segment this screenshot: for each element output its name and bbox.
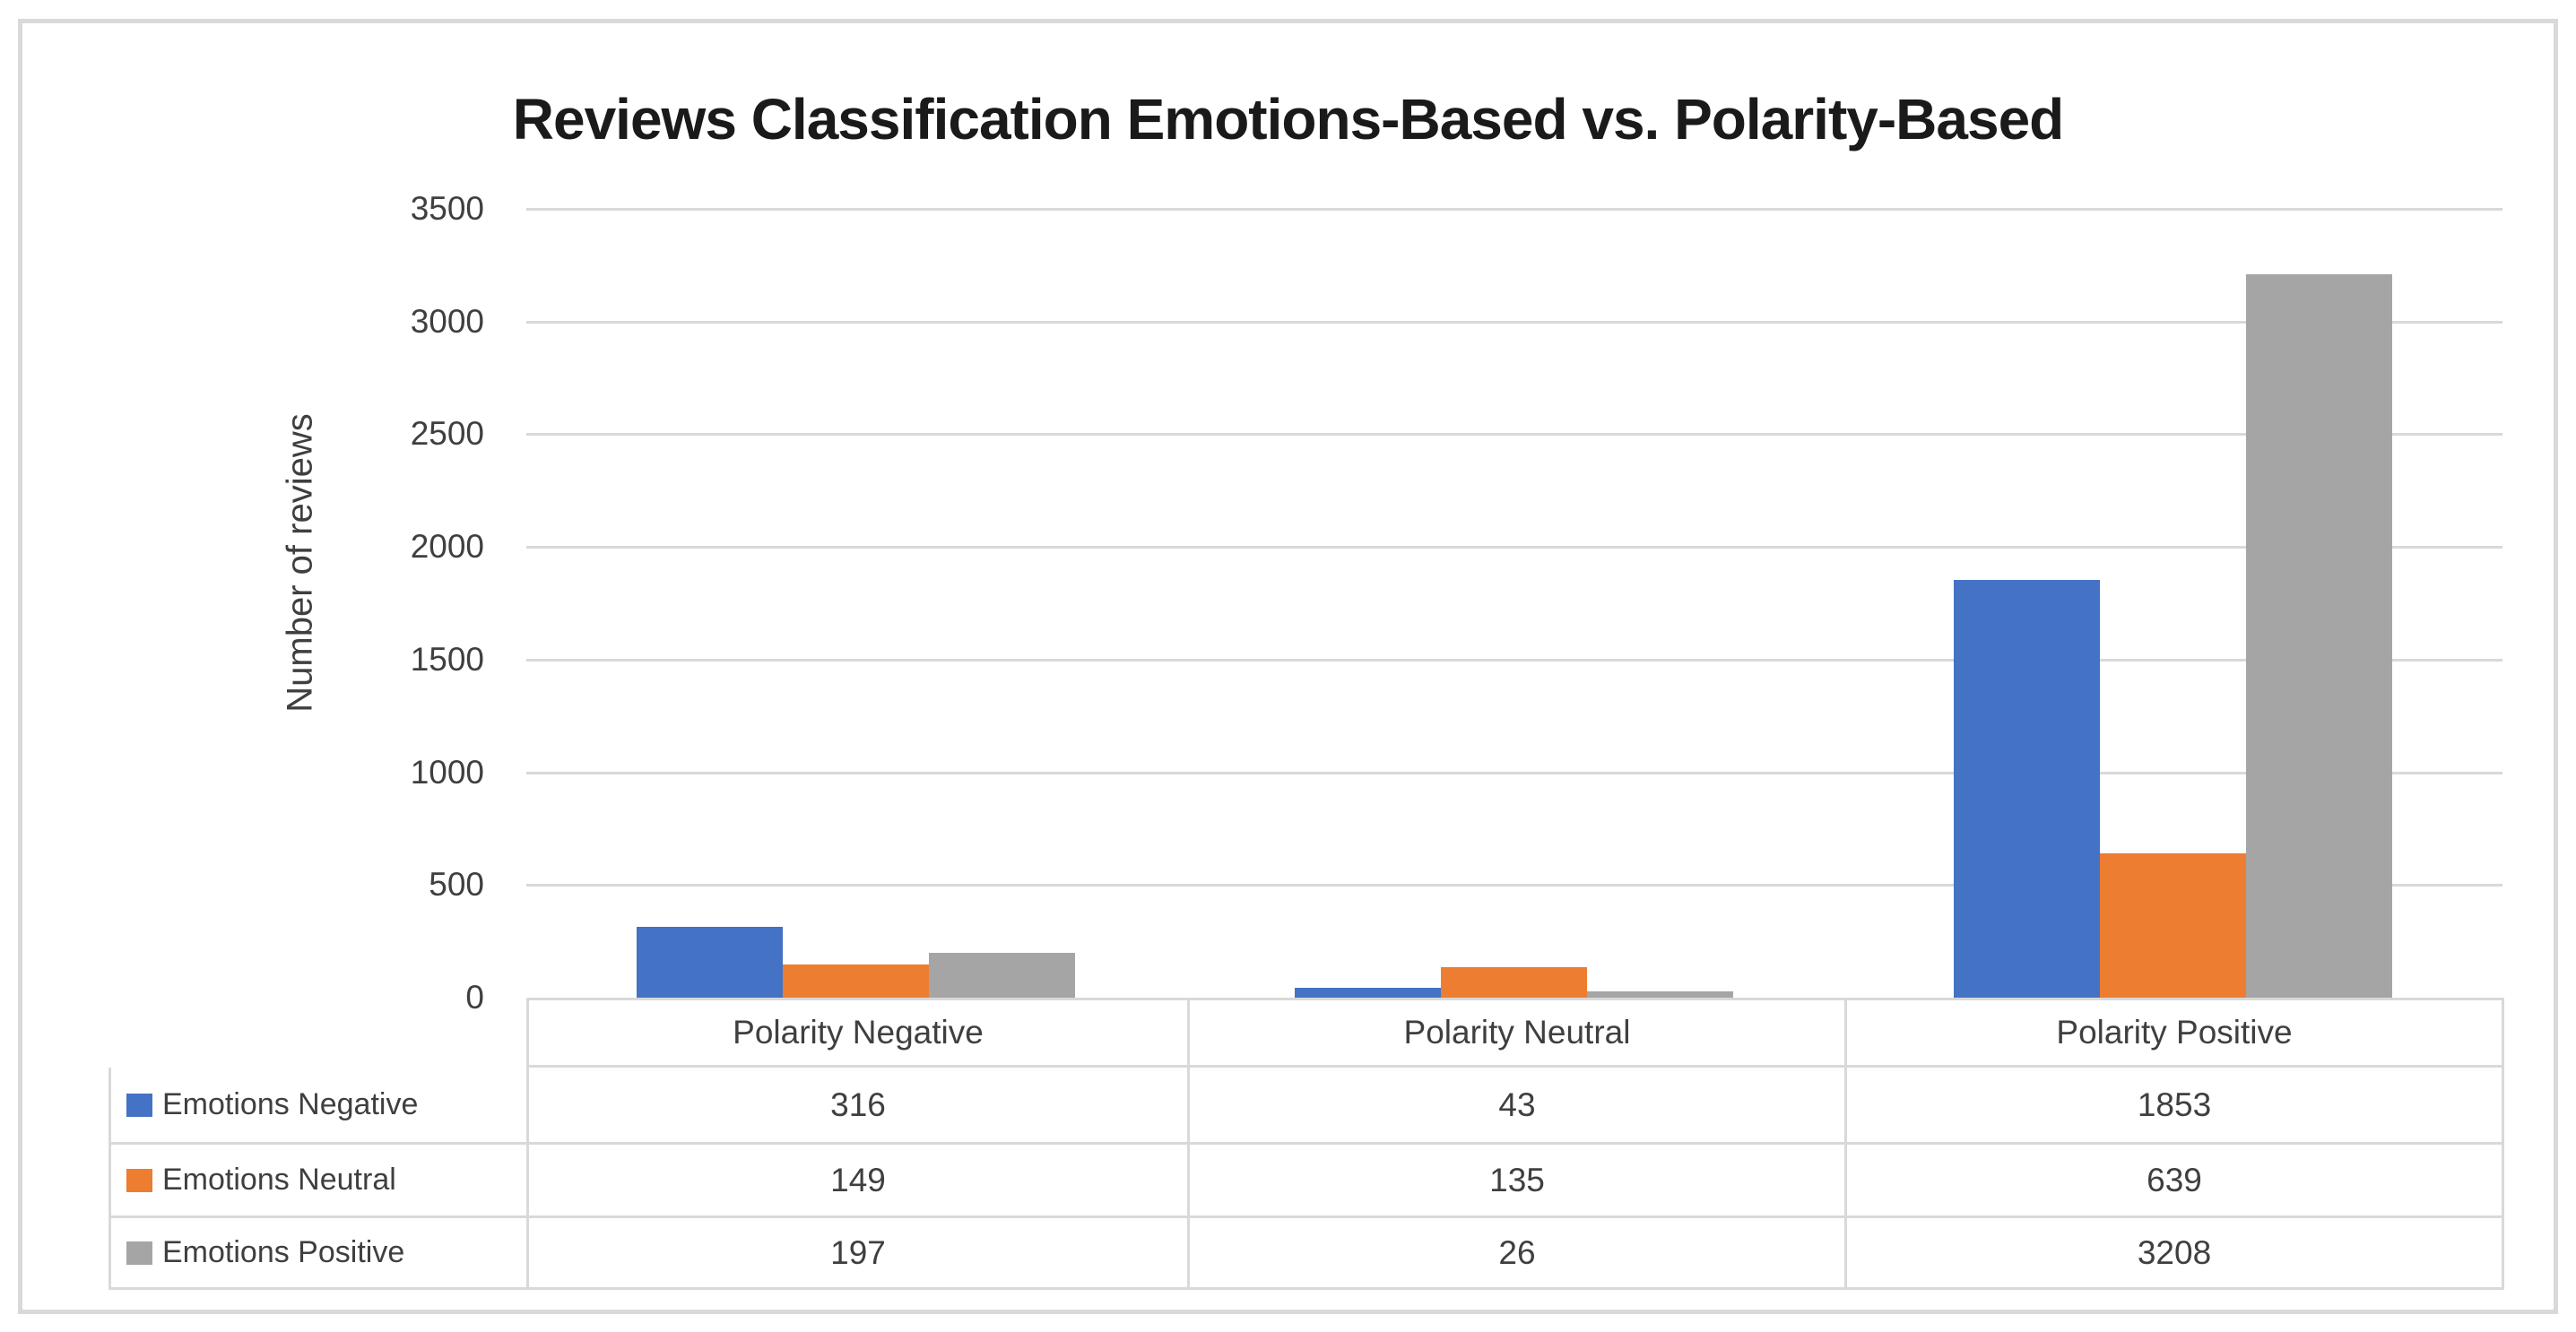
bar-emotions-neutral-polarity-negative [782, 964, 929, 998]
y-tick-label-2000: 2000 [410, 528, 484, 566]
y-tick-label-0: 0 [465, 979, 484, 1016]
table-header-polarity-neutral: Polarity Neutral [1187, 998, 1844, 1068]
legend-swatch-emotions-neutral [126, 1168, 152, 1192]
table-corner-empty [108, 998, 526, 1068]
legend-label-emotions-negative: Emotions Negative [162, 1087, 419, 1121]
data-table: Polarity Negative Polarity Neutral Polarit… [108, 998, 2504, 1290]
y-tick-label-3500: 3500 [410, 190, 484, 227]
gridline-3500 [526, 208, 2502, 211]
chart-frame-border [18, 19, 2558, 1314]
y-tick-label-2500: 2500 [410, 415, 484, 453]
legend-swatch-emotions-positive [126, 1241, 152, 1265]
legend-cell-emotions-negative: Emotions Negative [108, 1068, 526, 1145]
bar-group-polarity-negative [526, 927, 1185, 998]
bar-emotions-negative-polarity-positive [1954, 580, 2101, 998]
bar-emotions-negative-polarity-negative [636, 927, 783, 998]
table-header-polarity-positive: Polarity Positive [1844, 998, 2504, 1068]
gridline-1500 [526, 658, 2502, 662]
legend-label-emotions-positive: Emotions Positive [162, 1235, 405, 1269]
table-value-emotions-positive-polarity-negative: 197 [526, 1218, 1187, 1290]
gridline-2000 [526, 546, 2502, 549]
bar-emotions-neutral-polarity-positive [2100, 853, 2247, 998]
y-tick-label-3000: 3000 [410, 302, 484, 340]
legend-label-emotions-neutral: Emotions Neutral [162, 1163, 396, 1197]
table-value-emotions-negative-polarity-neutral: 43 [1187, 1068, 1844, 1145]
legend-cell-emotions-positive: Emotions Positive [108, 1218, 526, 1290]
y-tick-label-500: 500 [429, 866, 484, 904]
bar-emotions-positive-polarity-negative [928, 953, 1075, 998]
table-header-polarity-negative: Polarity Negative [526, 998, 1187, 1068]
gridline-2500 [526, 433, 2502, 437]
table-value-emotions-neutral-polarity-negative: 149 [526, 1145, 1187, 1218]
table-value-emotions-neutral-polarity-positive: 639 [1844, 1145, 2504, 1218]
chart-title: Reviews Classification Emotions-Based vs… [512, 87, 2065, 151]
bar-emotions-negative-polarity-neutral [1295, 988, 1442, 998]
gridline-3000 [526, 320, 2502, 324]
table-value-emotions-negative-polarity-negative: 316 [526, 1068, 1187, 1145]
gridline-500 [526, 884, 2502, 887]
bar-emotions-positive-polarity-neutral [1587, 991, 1734, 998]
y-tick-label-1500: 1500 [410, 640, 484, 678]
table-value-emotions-neutral-polarity-neutral: 135 [1187, 1145, 1844, 1218]
bar-group-polarity-positive [1843, 274, 2502, 998]
bar-emotions-neutral-polarity-neutral [1441, 967, 1588, 998]
table-value-emotions-positive-polarity-positive: 3208 [1844, 1218, 2504, 1290]
bar-emotions-positive-polarity-positive [2246, 274, 2393, 998]
table-value-emotions-positive-polarity-neutral: 26 [1187, 1218, 1844, 1290]
y-axis-title-text: Number of reviews [280, 413, 320, 713]
legend-cell-emotions-neutral: Emotions Neutral [108, 1145, 526, 1218]
bar-group-polarity-neutral [1185, 967, 1844, 998]
table-value-emotions-negative-polarity-positive: 1853 [1844, 1068, 2504, 1145]
y-tick-label-1000: 1000 [410, 753, 484, 791]
legend-swatch-emotions-negative [126, 1093, 152, 1117]
gridline-1000 [526, 771, 2502, 774]
plot-area [526, 208, 2502, 998]
